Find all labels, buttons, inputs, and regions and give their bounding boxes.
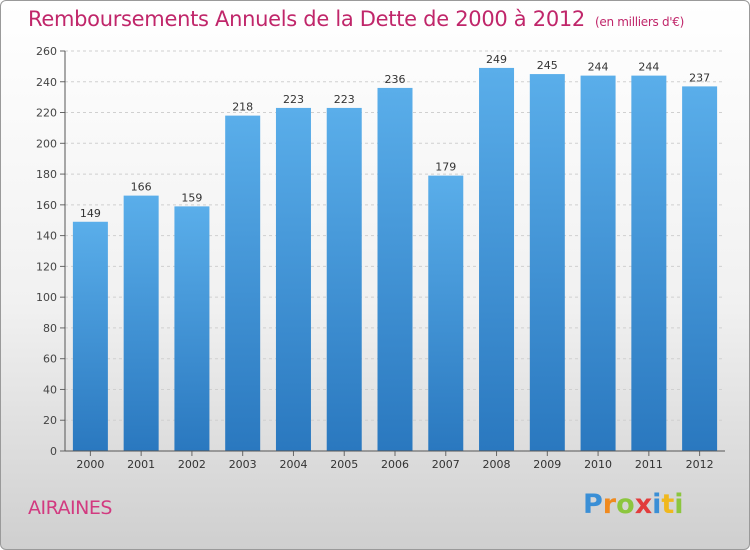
- x-tick-label: 2009: [533, 458, 561, 471]
- logo-letter: t: [661, 489, 675, 520]
- x-tick-label: 2008: [483, 458, 511, 471]
- data-label: 249: [486, 53, 507, 66]
- x-tick-label: 2000: [76, 458, 104, 471]
- data-label: 159: [181, 191, 202, 204]
- bar: [479, 67, 515, 451]
- y-tick-label: 0: [50, 445, 57, 458]
- bars: 149 166 159 218 223 223 236 179 249 245 244 244 237: [72, 53, 718, 452]
- bar: [631, 75, 667, 451]
- y-tick-label: 60: [43, 353, 57, 366]
- x-tick-label: 2010: [584, 458, 612, 471]
- bar: [682, 86, 718, 451]
- x-tick-label: 2006: [381, 458, 409, 471]
- y-tick-label: 180: [36, 168, 57, 181]
- bar: [377, 87, 413, 451]
- bar: [326, 107, 362, 451]
- x-tick-label: 2012: [686, 458, 714, 471]
- bar: [275, 107, 311, 451]
- x-tick-label: 2002: [178, 458, 206, 471]
- y-axis-ticks: 0 20 40 60 80 100 120 140 160 180 200 220 240 260: [36, 45, 65, 458]
- logo-letter: o: [616, 489, 635, 520]
- data-label: 244: [588, 61, 609, 74]
- y-tick-label: 80: [43, 322, 57, 335]
- bar: [123, 195, 159, 451]
- data-label: 244: [638, 61, 659, 74]
- data-label: 237: [689, 71, 710, 84]
- axes: [64, 51, 725, 452]
- logo-letter: P: [583, 489, 603, 520]
- y-tick-label: 240: [36, 76, 57, 89]
- y-tick-label: 220: [36, 107, 57, 120]
- y-tick-label: 100: [36, 291, 57, 304]
- y-tick-label: 260: [36, 45, 57, 58]
- bar: [580, 75, 616, 451]
- chart-unit: (en milliers d'€): [595, 15, 685, 29]
- x-tick-label: 2007: [432, 458, 460, 471]
- x-tick-label: 2003: [229, 458, 257, 471]
- data-label: 223: [283, 93, 304, 106]
- chart-title-text: Remboursements Annuels de la Dette de 20…: [28, 7, 585, 31]
- data-label: 166: [131, 181, 152, 194]
- x-axis-ticks: 2000 2001 2002 2003 2004 2005 2006 2007 2008 2009…: [76, 451, 714, 471]
- data-label: 179: [435, 161, 456, 174]
- y-tick-label: 140: [36, 230, 57, 243]
- bar: [529, 74, 565, 452]
- x-tick-label: 2001: [127, 458, 155, 471]
- x-tick-label: 2011: [635, 458, 663, 471]
- logo-letter: i: [652, 489, 662, 520]
- data-label: 245: [537, 59, 558, 72]
- bar: [428, 175, 464, 451]
- chart-title: Remboursements Annuels de la Dette de 20…: [28, 7, 684, 31]
- logo-letter: r: [602, 489, 617, 520]
- bar: [225, 115, 261, 451]
- logo-letter: i: [674, 489, 684, 520]
- y-tick-label: 20: [43, 414, 57, 427]
- location-name: AIRAINES: [28, 497, 112, 519]
- y-tick-label: 40: [43, 383, 57, 396]
- proxiti-logo: Proxiti: [583, 489, 684, 520]
- data-label: 223: [334, 93, 355, 106]
- bar: [174, 206, 210, 451]
- data-label: 149: [80, 207, 101, 220]
- y-tick-label: 200: [36, 137, 57, 150]
- data-label: 218: [232, 101, 253, 114]
- x-tick-label: 2004: [279, 458, 307, 471]
- y-tick-label: 160: [36, 199, 57, 212]
- x-tick-label: 2005: [330, 458, 358, 471]
- bar: [72, 221, 108, 451]
- data-label: 236: [385, 73, 406, 86]
- logo-letter: x: [634, 489, 653, 520]
- y-tick-label: 120: [36, 260, 57, 273]
